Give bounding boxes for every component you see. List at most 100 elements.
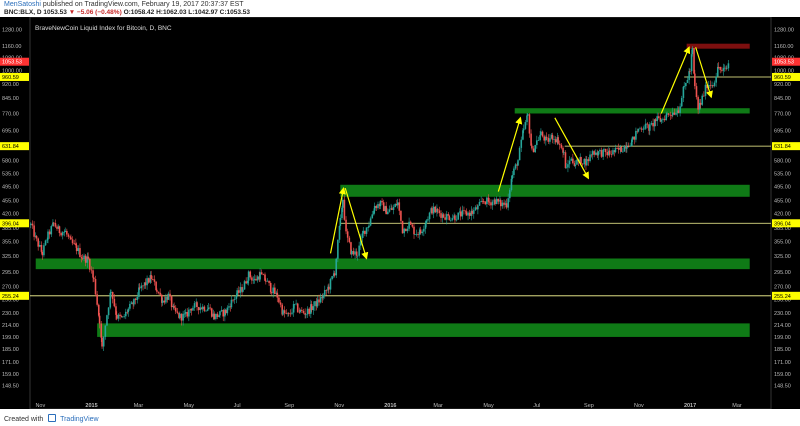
- candle-body: [695, 86, 698, 98]
- candle-body: [659, 118, 662, 122]
- candle-body: [107, 307, 110, 316]
- y-tick-label-left: 455.00: [2, 198, 19, 204]
- candle-body: [564, 152, 567, 168]
- candle-body: [580, 157, 582, 164]
- candle-body: [455, 219, 458, 221]
- candle-body: [83, 255, 85, 260]
- candle-body: [431, 208, 433, 214]
- level-price-tag-bg: [772, 219, 800, 228]
- x-tick-label: Nov: [634, 403, 644, 409]
- candle-body: [457, 212, 460, 220]
- candle-body: [663, 118, 666, 121]
- trend-arrow: [660, 46, 691, 114]
- candle-body: [215, 313, 217, 320]
- price-chart[interactable]: BraveNewCoin Liquid Index for Bitcoin, D…: [0, 17, 800, 409]
- candle-body: [591, 151, 594, 155]
- candle-body: [534, 145, 536, 153]
- candle-body: [67, 234, 70, 237]
- y-tick-label-left: 845.00: [2, 96, 19, 102]
- candle-body: [189, 308, 192, 310]
- x-tick-label: Mar: [732, 403, 742, 409]
- candle-body: [497, 198, 500, 202]
- candle-body: [387, 211, 389, 215]
- candle-body: [562, 147, 564, 153]
- candle-body: [703, 95, 705, 97]
- candle-body: [156, 290, 158, 292]
- candle-body: [472, 210, 475, 214]
- candle-body: [683, 86, 686, 87]
- candle-body: [482, 201, 485, 202]
- candle-body: [565, 167, 568, 169]
- candle-body: [259, 272, 261, 280]
- candle-body: [306, 308, 309, 315]
- candle-body: [418, 229, 421, 235]
- y-tick-label-right: 148.50: [774, 383, 791, 389]
- y-tick-label-left: 385.00: [2, 226, 19, 232]
- candle-body: [308, 308, 311, 314]
- candle-body: [648, 124, 650, 131]
- candle-body: [623, 145, 626, 152]
- candle-body: [711, 85, 713, 86]
- candle-body: [253, 278, 256, 280]
- candle-body: [31, 223, 34, 226]
- candle-body: [343, 199, 346, 220]
- tradingview-link[interactable]: TradingView: [60, 416, 99, 423]
- candle-body: [210, 308, 213, 317]
- candle-body: [560, 144, 563, 148]
- candle-body: [715, 76, 717, 83]
- candle-body: [302, 310, 305, 313]
- candle-body: [229, 306, 232, 308]
- candle-body: [557, 137, 559, 144]
- candle-body: [87, 256, 89, 259]
- candle-body: [123, 316, 125, 317]
- candle-body: [329, 278, 332, 290]
- candle-body: [369, 218, 372, 226]
- candle-body: [626, 146, 628, 149]
- candle-body: [679, 106, 681, 113]
- candle-body: [327, 286, 329, 291]
- candle-body: [115, 314, 118, 319]
- candle-body: [524, 122, 527, 129]
- candle-body: [600, 150, 603, 157]
- candle-body: [188, 309, 190, 317]
- level-price-tag-bg: [0, 142, 29, 151]
- author-link[interactable]: MenSatoshi: [4, 1, 41, 8]
- candle-body: [629, 145, 631, 147]
- candle-body: [102, 336, 105, 347]
- candle-body: [698, 102, 701, 110]
- candle-body: [451, 218, 454, 220]
- candle-body: [667, 113, 670, 115]
- candle-body: [287, 312, 289, 314]
- candle-body: [71, 239, 74, 244]
- candle-body: [723, 67, 726, 69]
- candle-body: [167, 293, 170, 300]
- plot-border: [29, 17, 772, 409]
- candle-body: [262, 274, 265, 276]
- candle-body: [477, 205, 479, 210]
- candle-body: [152, 279, 154, 280]
- level-price-tag-bg: [0, 72, 29, 81]
- chart-footer: Created with TradingView: [0, 409, 800, 426]
- candle-body: [373, 210, 375, 215]
- candle-body: [541, 131, 544, 137]
- candle-body: [140, 285, 143, 289]
- candle-body: [265, 280, 267, 282]
- candle-body: [536, 140, 538, 146]
- y-tick-label-left: 695.00: [2, 128, 19, 134]
- y-tick-label-left: 159.00: [2, 372, 19, 378]
- candle-body: [179, 313, 181, 318]
- candle-body: [691, 48, 694, 55]
- level-price-tag: 631.84: [2, 144, 19, 150]
- tradingview-logo-icon: [48, 414, 57, 422]
- candle-body: [721, 69, 723, 71]
- candle-body: [640, 128, 643, 130]
- candle-body: [256, 276, 259, 281]
- candle-body: [563, 152, 565, 153]
- candle-body: [115, 306, 117, 315]
- candle-body: [417, 233, 419, 235]
- candle-body: [408, 221, 410, 229]
- candle-body: [92, 270, 94, 278]
- candle-body: [411, 224, 414, 227]
- trend-arrow: [695, 47, 713, 99]
- candle-body: [368, 225, 370, 228]
